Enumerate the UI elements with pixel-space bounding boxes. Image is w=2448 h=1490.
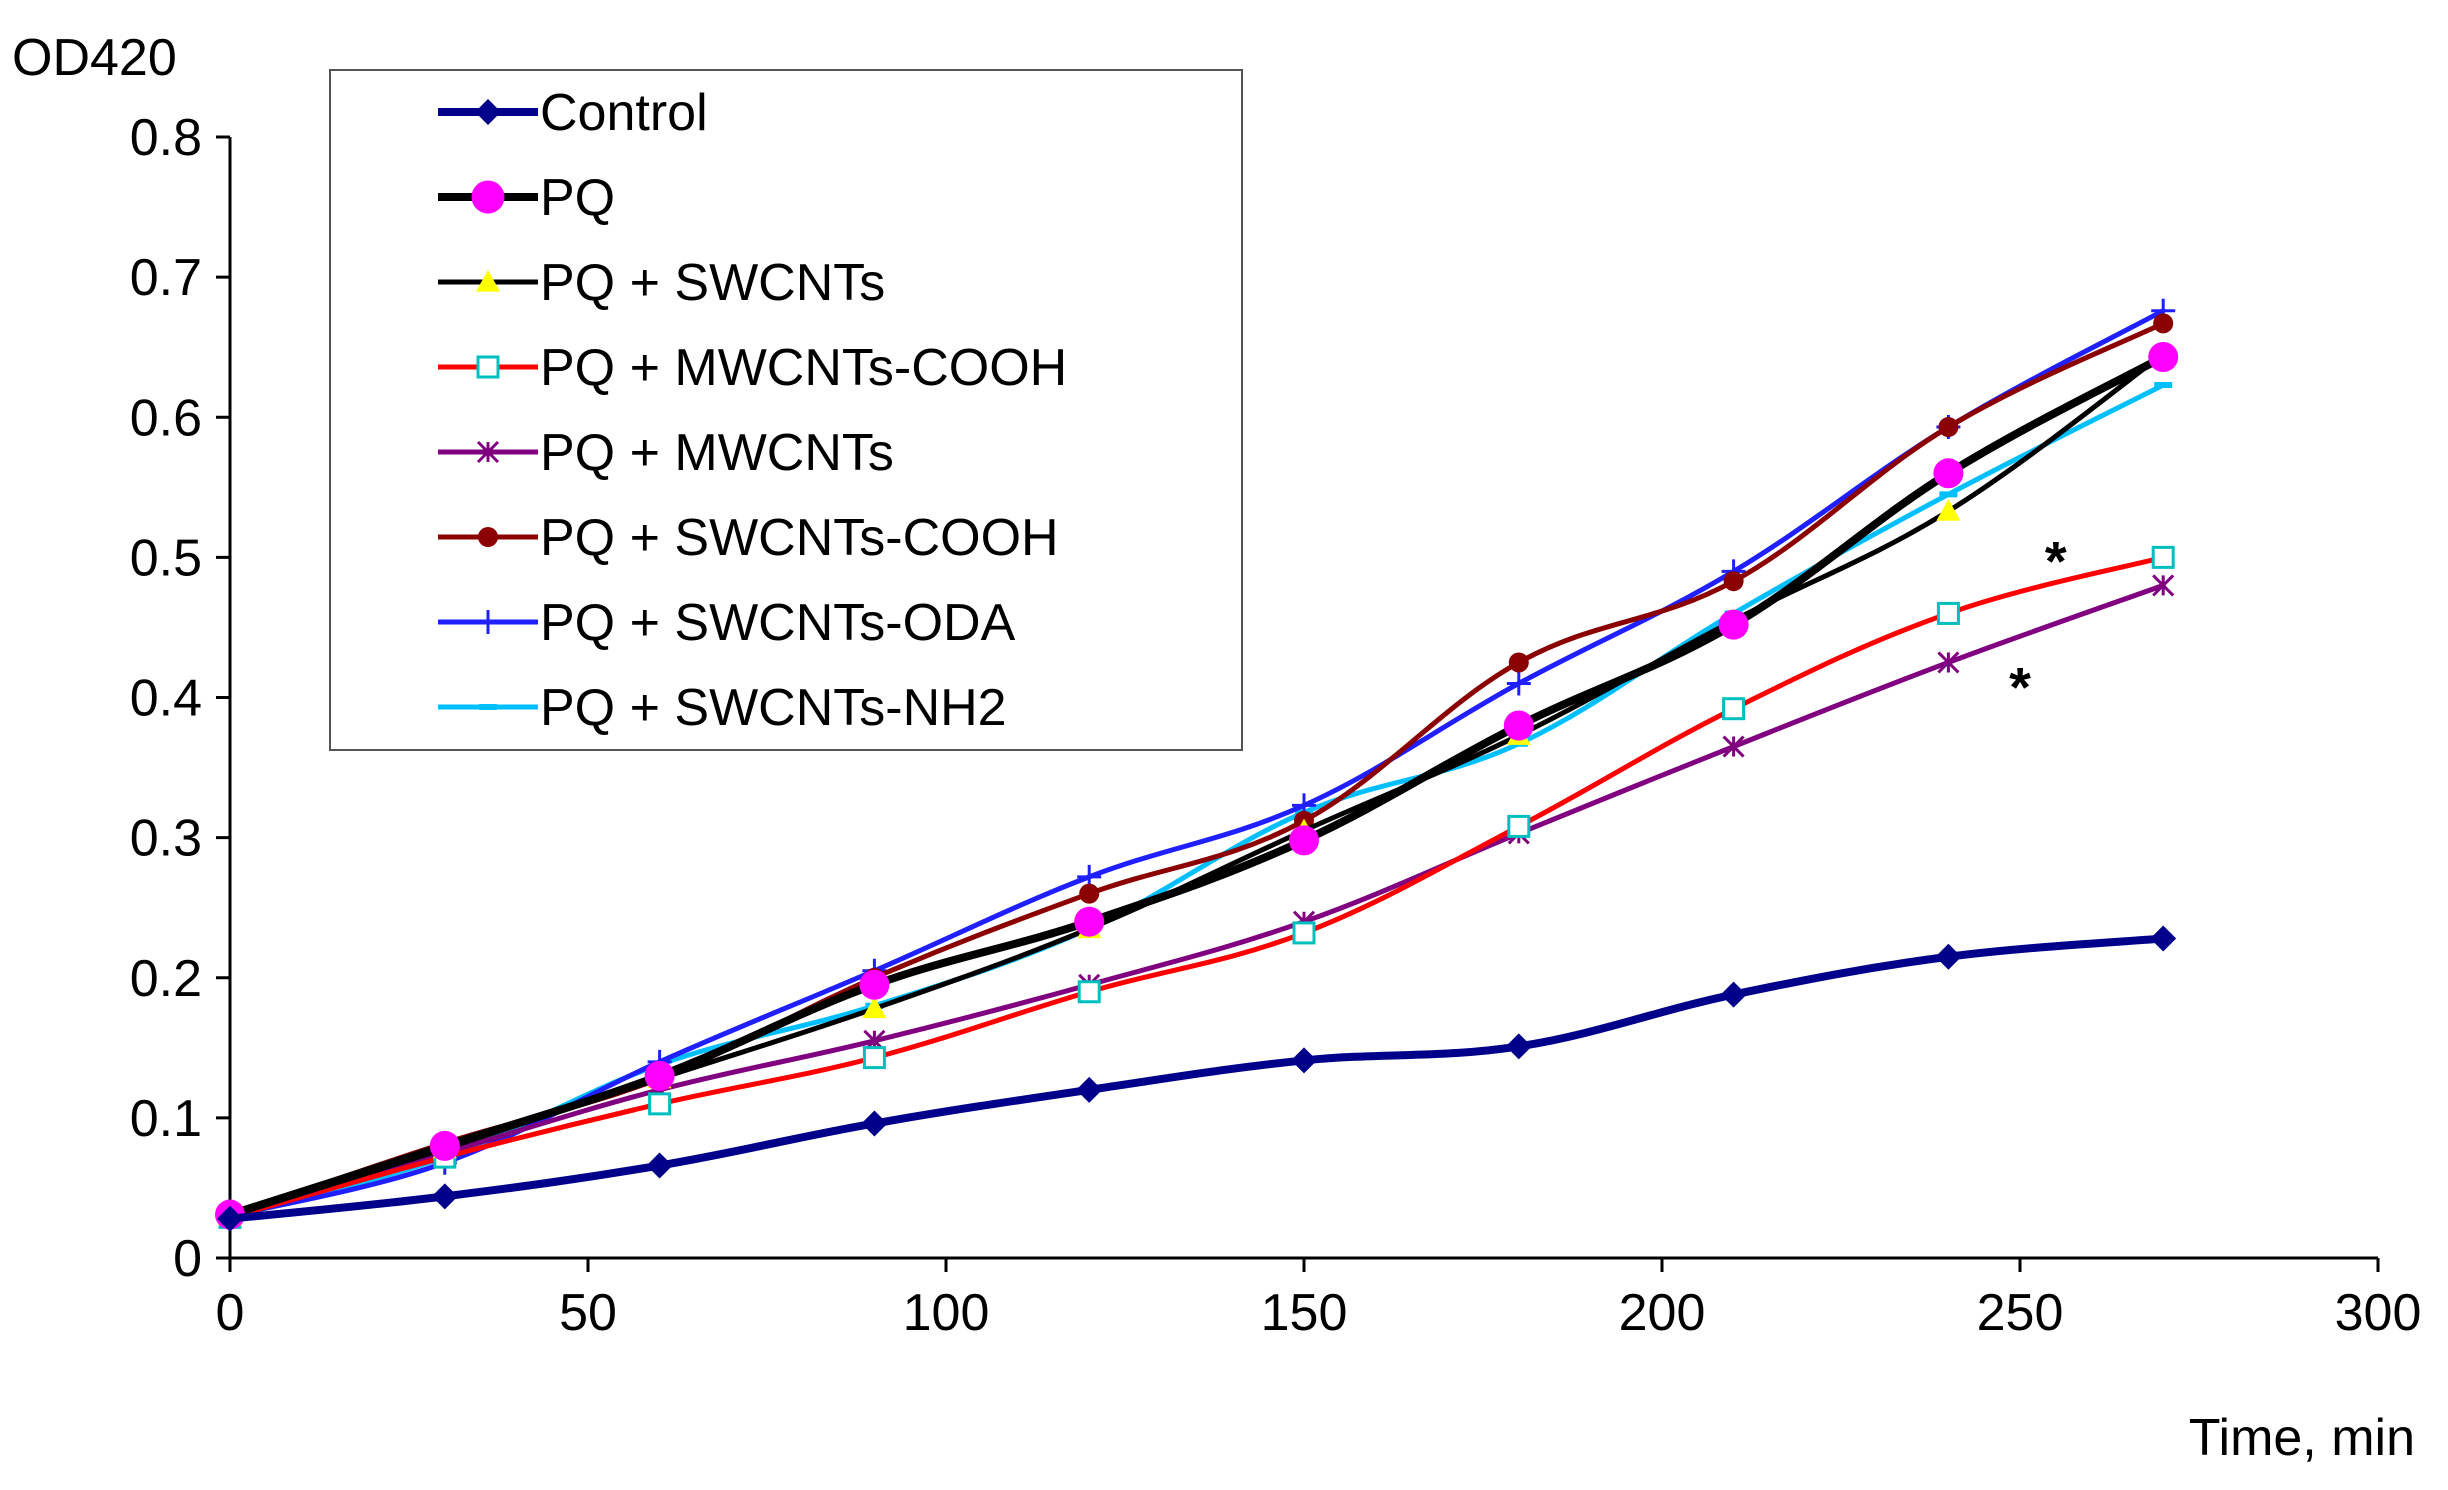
y-tick-label: 0.1: [130, 1090, 202, 1148]
data-point: [1079, 883, 1100, 904]
axes-layer: 0 0.1 0.2 0.3 0.4 0.5 0.6 0.7 0.8 0 50 100 150 200 250…: [12, 29, 2421, 1467]
legend-marker: [476, 610, 500, 634]
x-tick-label: 150: [1261, 1284, 1348, 1342]
legend-marker: [476, 440, 500, 464]
legend-label: PQ + SWCNTs-COOH: [540, 509, 1059, 567]
y-axis-title: OD420: [12, 29, 177, 87]
data-point: [648, 1092, 672, 1116]
legend-entry-5: PQ + SWCNTs-COOH: [438, 509, 1059, 567]
series-line: [226, 934, 2168, 1223]
x-tick-label: 200: [1619, 1284, 1706, 1342]
data-point: [1722, 697, 1746, 721]
legend-entry-6: PQ + SWCNTs-ODA: [438, 594, 1016, 652]
data-point: [1723, 571, 1744, 592]
legend-marker: [475, 99, 501, 125]
data-point: [1289, 825, 1319, 856]
data-point: [1074, 906, 1105, 937]
y-tick-label: 0.4: [130, 670, 202, 728]
y-tick-label: 0.7: [130, 249, 202, 307]
data-point: [2154, 382, 2173, 389]
legend-label: Control: [540, 84, 708, 142]
legend-marker: [479, 704, 497, 710]
y-tick-label: 0.5: [130, 529, 202, 587]
data-point: [1077, 980, 1101, 1004]
series-line: [227, 582, 2166, 1219]
data-point: [644, 1060, 675, 1091]
data-point: [2148, 341, 2179, 372]
legend-label: PQ + MWCNTs-COOH: [540, 339, 1067, 397]
legend: Control PQ PQ + SWCNTs PQ + MWCNTs-COOH PQ +…: [329, 69, 1243, 751]
x-tick-label: 0: [216, 1284, 245, 1342]
series-line: [227, 554, 2166, 1220]
data-point: [1718, 609, 1749, 640]
data-point: [1939, 491, 1958, 498]
data-point: [1722, 735, 1745, 758]
data-point: [1937, 651, 1960, 674]
legend-marker: [478, 527, 498, 547]
data-point: [2153, 313, 2174, 334]
data-point: [429, 1130, 460, 1161]
data-point: [861, 1110, 888, 1137]
data-point: [859, 969, 890, 1000]
data-point: [431, 1183, 458, 1210]
x-axis-title: Time, min: [2189, 1409, 2415, 1467]
legend-label: PQ + MWCNTs: [540, 424, 894, 482]
y-tick-label: 0.8: [130, 109, 202, 167]
data-point: [1508, 652, 1529, 673]
annotation-layer: **: [2009, 529, 2067, 718]
series-line: [226, 352, 2168, 1219]
data-point: [862, 996, 887, 1019]
data-point: [1506, 671, 1531, 696]
significance-marker: *: [2045, 529, 2067, 592]
legend-entry-1: PQ: [438, 169, 615, 227]
legend-label: PQ + SWCNTs: [540, 254, 885, 312]
legend-entry-3: PQ + MWCNTs-COOH: [438, 339, 1067, 397]
legend-marker: [476, 355, 500, 379]
x-tick-label: 300: [2335, 1284, 2422, 1342]
data-point: [1505, 1033, 1532, 1060]
data-point: [1503, 710, 1534, 741]
legend-entry-7: PQ + SWCNTs-NH2: [438, 679, 1007, 737]
legend-marker: [471, 180, 505, 214]
data-point: [1076, 1076, 1103, 1103]
legend-entry-0: Control: [438, 84, 708, 142]
data-point: [1933, 458, 1964, 489]
data-point: [1935, 943, 1962, 970]
data-point: [217, 1205, 243, 1232]
y-tick-label: 0.2: [130, 950, 202, 1008]
y-tick-label: 0.6: [130, 389, 202, 447]
legend-label: PQ + SWCNTs-ODA: [540, 594, 1016, 652]
legend-entry-2: PQ + SWCNTs: [438, 254, 885, 312]
x-tick-label: 250: [1977, 1284, 2064, 1342]
data-point: [1936, 601, 1960, 625]
data-point: [1936, 499, 1961, 521]
data-point: [1507, 814, 1531, 838]
data-point: [646, 1152, 673, 1179]
legend-label: PQ: [540, 169, 615, 227]
data-point: [2151, 545, 2175, 569]
series-0: [217, 925, 2177, 1232]
data-point: [2150, 925, 2177, 952]
y-tick-label: 0: [173, 1230, 202, 1288]
data-point: [1938, 417, 1959, 438]
x-tick-label: 100: [903, 1284, 990, 1342]
legend-entry-4: PQ + MWCNTs: [438, 424, 894, 482]
data-point: [1292, 921, 1316, 945]
legend-marker: [476, 270, 500, 292]
legend-label: PQ + SWCNTs-NH2: [540, 679, 1007, 737]
data-point: [1720, 981, 1747, 1008]
x-tick-label: 50: [559, 1284, 617, 1342]
y-tick-label: 0.3: [130, 810, 202, 868]
significance-marker: *: [2009, 655, 2031, 718]
data-point: [2152, 574, 2175, 597]
data-point: [862, 1046, 886, 1070]
data-point: [1291, 1047, 1317, 1074]
series-layer: [215, 298, 2179, 1232]
series-1: [215, 341, 2179, 1230]
